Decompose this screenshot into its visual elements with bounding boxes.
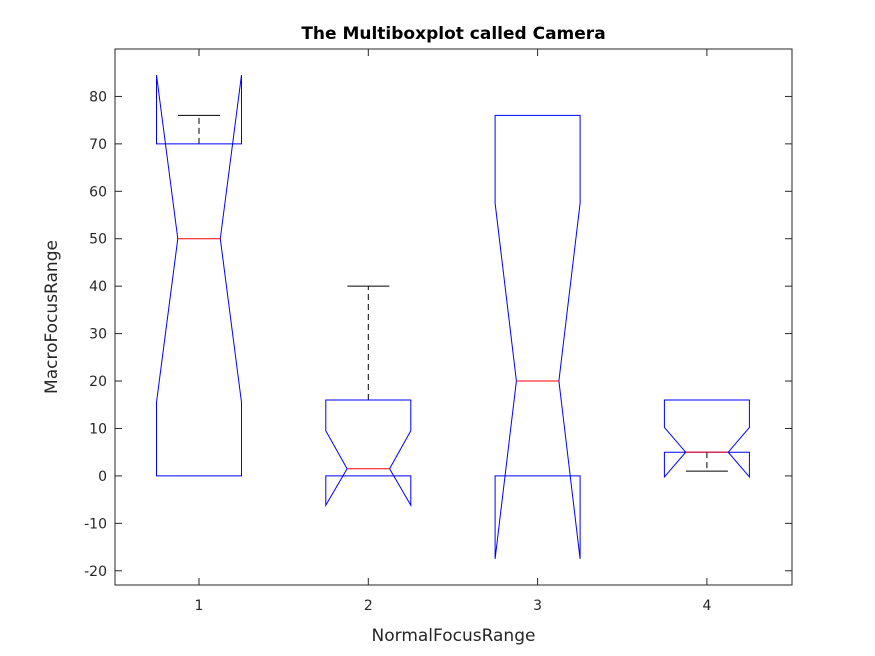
plot-area bbox=[115, 49, 792, 585]
boxes-layer bbox=[156, 75, 750, 559]
x-tick-label: 2 bbox=[364, 598, 373, 614]
y-tick-label: 10 bbox=[89, 421, 107, 437]
x-tick-label: 3 bbox=[533, 598, 542, 614]
box-2 bbox=[325, 285, 412, 508]
notched-box bbox=[325, 399, 412, 508]
y-tick-label: 20 bbox=[89, 374, 107, 390]
y-axis-ticks: -20 -10 0 10 20 30 40 50 60 70 80 bbox=[84, 89, 792, 580]
box-1 bbox=[156, 75, 242, 477]
y-tick-label: 30 bbox=[89, 327, 107, 343]
chart-title: The Multiboxplot called Camera bbox=[301, 24, 605, 44]
x-axis-ticks: 1 2 3 4 bbox=[195, 49, 711, 614]
y-tick-label: -20 bbox=[84, 564, 107, 580]
y-tick-label: 50 bbox=[89, 232, 107, 248]
y-tick-label: 80 bbox=[89, 89, 107, 105]
y-tick-label: 70 bbox=[89, 137, 107, 153]
x-tick-label: 1 bbox=[195, 598, 204, 614]
y-tick-label: 0 bbox=[98, 469, 107, 485]
box-4 bbox=[663, 399, 750, 479]
y-tick-label: 60 bbox=[89, 184, 107, 200]
x-axis-label: NormalFocusRange bbox=[372, 626, 536, 646]
notched-box bbox=[663, 399, 750, 479]
notched-box bbox=[156, 75, 242, 477]
y-tick-label: -10 bbox=[84, 516, 107, 532]
notched-box bbox=[494, 114, 581, 559]
plot-frame bbox=[114, 48, 793, 586]
y-tick-label: 40 bbox=[89, 279, 107, 295]
x-tick-label: 4 bbox=[702, 598, 711, 614]
y-axis-label: MacroFocusRange bbox=[42, 240, 62, 394]
box-3 bbox=[494, 114, 581, 559]
